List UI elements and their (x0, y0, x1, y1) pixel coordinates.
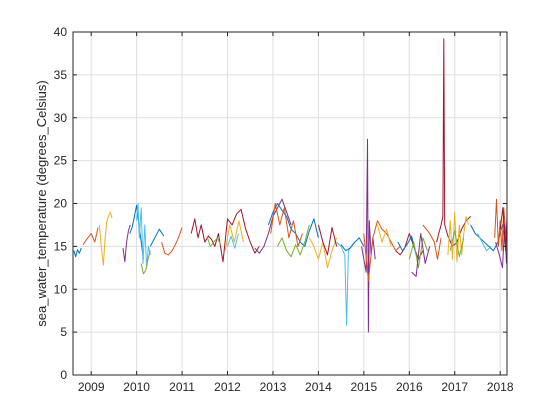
series-line (267, 203, 319, 247)
series-line (206, 235, 222, 247)
x-tick-label: 2011 (169, 380, 195, 394)
y-tick-label: 40 (54, 25, 68, 39)
series-line (499, 207, 508, 252)
series-line (422, 224, 442, 260)
y-tick-label: 10 (54, 282, 68, 296)
x-tick-label: 2012 (214, 380, 241, 394)
series-line (82, 227, 99, 245)
series-line (494, 198, 507, 252)
series-line (270, 203, 303, 247)
series-line (98, 211, 113, 266)
series-line (136, 203, 151, 269)
series-line (161, 227, 183, 256)
series-line (397, 235, 417, 256)
series-line (377, 224, 392, 247)
axis-ticks: 0 5 10 15 20 25 30 35 40 2009 2010 2011 2012 2013 2014… (54, 25, 514, 394)
y-tick-label: 25 (54, 154, 68, 168)
series-line (449, 230, 465, 258)
y-tick-label: 15 (54, 239, 68, 253)
y-tick-label: 0 (60, 368, 67, 382)
series-line (190, 209, 260, 263)
series-line (227, 233, 239, 249)
x-tick-label: 2018 (487, 380, 514, 394)
series-line (495, 224, 507, 269)
series-line (436, 38, 471, 247)
data-series-group (73, 38, 508, 333)
series-line (317, 224, 338, 256)
y-axis-title: sea_water_temperature (degrees_Celsius) (34, 80, 49, 326)
series-line (140, 250, 151, 275)
y-tick-label: 30 (54, 111, 68, 125)
x-tick-label: 2010 (123, 380, 150, 394)
series-line (149, 228, 165, 247)
series-line (363, 220, 401, 282)
y-tick-label: 35 (54, 68, 68, 82)
series-line (447, 211, 469, 263)
series-line (408, 237, 428, 269)
x-tick-label: 2016 (396, 380, 423, 394)
series-line (340, 237, 365, 252)
x-tick-label: 2014 (305, 380, 332, 394)
series-line (224, 220, 244, 251)
series-line (411, 233, 431, 277)
series-line (122, 224, 131, 263)
series-line (277, 224, 310, 258)
x-tick-label: 2013 (260, 380, 287, 394)
x-tick-label: 2015 (350, 380, 377, 394)
series-line (73, 247, 82, 258)
y-tick-label: 5 (60, 325, 67, 339)
series-line (129, 204, 144, 260)
y-tick-label: 20 (54, 197, 68, 211)
x-tick-label: 2017 (441, 380, 468, 394)
x-tick-label: 2009 (78, 380, 105, 394)
series-line (477, 233, 492, 252)
